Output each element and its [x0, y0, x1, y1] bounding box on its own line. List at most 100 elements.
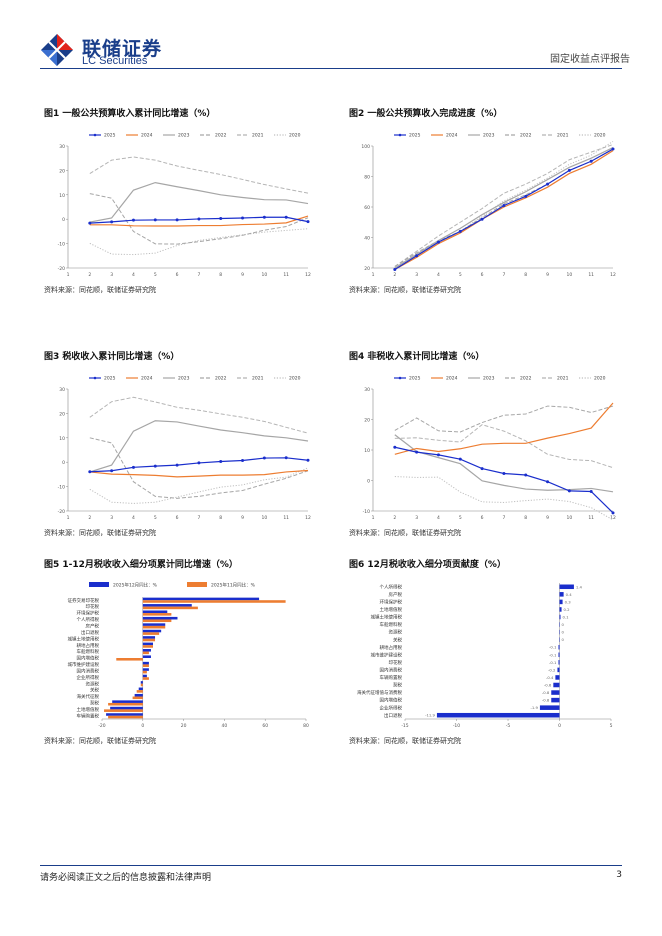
- fig1-x-tick-label: 11: [283, 272, 289, 278]
- fig4-y-tick-label: 10: [364, 448, 370, 454]
- fig2-legend-label-2025: 2025: [409, 133, 421, 139]
- fig1-x-tick-label: 7: [197, 272, 200, 278]
- fig3-point-2025: [262, 456, 266, 460]
- fig1-point-2025: [88, 221, 92, 225]
- fig2-y-tick-label: 80: [364, 175, 370, 181]
- fig6-data-label: -0.8: [542, 698, 550, 703]
- fig4-point-2025: [611, 511, 615, 515]
- fig1-x-tick-label: 5: [154, 272, 157, 278]
- fig6-category-label: 城市维护建设税: [371, 651, 403, 658]
- fig5-category-label: 企业所得税: [77, 674, 100, 681]
- fig2-x-tick-label: 1: [372, 272, 375, 278]
- fig3-source: 资料来源：同花顺，联储证券研究院: [44, 529, 156, 537]
- fig5-bar: [142, 613, 172, 616]
- fig2-series-2023: [394, 146, 614, 269]
- fig4-point-2025: [502, 471, 506, 475]
- fig6-category-label: 出口退税: [384, 712, 402, 719]
- fig4-x-tick-label: 6: [481, 515, 484, 521]
- fig6-data-label: -0.2: [548, 667, 556, 672]
- fig6-bar: [553, 682, 560, 688]
- fig6-category-label: 房产税: [389, 591, 403, 598]
- fig5-x-tick-label: 20: [181, 723, 187, 729]
- fig5-category-label: 房产税: [86, 622, 100, 629]
- logo-text-cn: 联储证券: [82, 38, 163, 60]
- fig2-y-tick-label: 40: [364, 236, 370, 242]
- fig6-title: 图6 12月税收收入细分项贡献度（%）: [349, 560, 506, 570]
- fig4-y-tick-label: 0: [367, 479, 370, 485]
- fig6-category-label: 资源税: [389, 629, 403, 636]
- fig6-data-label: 1.4: [576, 584, 583, 589]
- page-number: 3: [616, 870, 622, 880]
- fig6-source: 资料来源：同花顺，联储证券研究院: [349, 737, 461, 745]
- fig1-y-tick-label: 20: [59, 168, 65, 174]
- fig1-series-2021: [89, 156, 309, 194]
- fig4-series-2022: [394, 405, 614, 433]
- fig6-bar: [558, 660, 560, 665]
- fig2-legend-label-2023: 2023: [483, 133, 495, 139]
- fig3-x-tick-label: 3: [110, 515, 113, 521]
- report-type: 固定收益点评报告: [550, 54, 630, 65]
- fig3-series-2025: [89, 457, 309, 473]
- fig4-x-tick-label: 8: [524, 515, 527, 521]
- fig3-title: 图3 税收收入累计同比增速（%）: [44, 352, 180, 362]
- fig1-legend-label-2021: 2021: [252, 133, 264, 139]
- fig6-category-label: 耕地占用税: [380, 644, 403, 651]
- fig6-data-label: -1.9: [531, 705, 539, 710]
- fig3-x-tick-label: 8: [219, 515, 222, 521]
- fig2-source: 资料来源：同花顺，联储证券研究院: [349, 286, 461, 294]
- fig5-category-label: 印花税: [86, 603, 100, 610]
- fig6-data-label: 0.2: [564, 607, 571, 612]
- fig2-legend-marker-2025: [398, 133, 402, 137]
- fig5-x-tick-label: -20: [98, 723, 105, 729]
- fig2-x-tick-label: 11: [588, 272, 594, 278]
- fig5-bar: [134, 693, 143, 697]
- fig5-bar: [140, 683, 143, 687]
- fig3-y-tick-label: -10: [58, 485, 65, 491]
- fig4-x-tick-label: 5: [459, 515, 462, 521]
- fig3-point-2025: [153, 464, 157, 468]
- fig3-legend-label-2020: 2020: [289, 376, 301, 382]
- fig4-point-2025: [436, 453, 440, 457]
- logo-text-en: LC Securities: [82, 55, 148, 67]
- fig2-point-2025: [589, 159, 593, 163]
- fig6-bar: [558, 644, 560, 650]
- fig3-point-2025: [175, 463, 179, 467]
- fig2-point-2025: [524, 194, 528, 198]
- fig4-legend-label-2021: 2021: [557, 376, 569, 382]
- fig1-series-2023: [89, 181, 309, 223]
- fig2-point-2025: [415, 254, 419, 258]
- fig6-category-label: 车船燃料税: [380, 621, 403, 628]
- fig6-category-label: 印花税: [389, 659, 403, 666]
- fig6-data-label: -0.1: [549, 645, 557, 650]
- fig6-bar: [436, 712, 560, 718]
- fig2-x-tick-label: 4: [437, 272, 440, 278]
- fig1-x-tick-label: 3: [110, 272, 113, 278]
- fig6-bar: [551, 697, 560, 703]
- fig6-x-tick-label: 0: [558, 723, 561, 729]
- fig1-point-2025: [110, 220, 114, 224]
- fig5-bar: [142, 636, 156, 639]
- fig5-bar: [142, 610, 168, 614]
- fig3-legend-label-2021: 2021: [252, 376, 264, 382]
- fig2-point-2025: [567, 168, 571, 172]
- fig4-legend-label-2020: 2020: [594, 376, 606, 382]
- fig1-legend-label-2020: 2020: [289, 133, 301, 139]
- fig4-series-2025: [394, 446, 614, 514]
- fig1-legend-label-2024: 2024: [141, 133, 153, 139]
- fig1-x-tick-label: 12: [305, 272, 311, 278]
- fig4-legend-label-2024: 2024: [446, 376, 458, 382]
- fig1-point-2025: [153, 218, 157, 222]
- fig1-legend-label-2025: 2025: [104, 133, 116, 139]
- fig2-x-tick-label: 7: [502, 272, 505, 278]
- fig5-bar: [138, 687, 143, 691]
- fig3-point-2025: [88, 470, 92, 474]
- page-header: 联储证券 LC Securities 固定收益点评报告: [0, 0, 662, 70]
- fig3-x-tick-label: 9: [241, 515, 244, 521]
- fig6-bar: [551, 690, 560, 695]
- fig5-bar: [142, 642, 153, 646]
- fig1-point-2025: [241, 216, 245, 220]
- fig5-bar: [136, 690, 143, 693]
- fig3-y-tick-label: 30: [59, 387, 65, 393]
